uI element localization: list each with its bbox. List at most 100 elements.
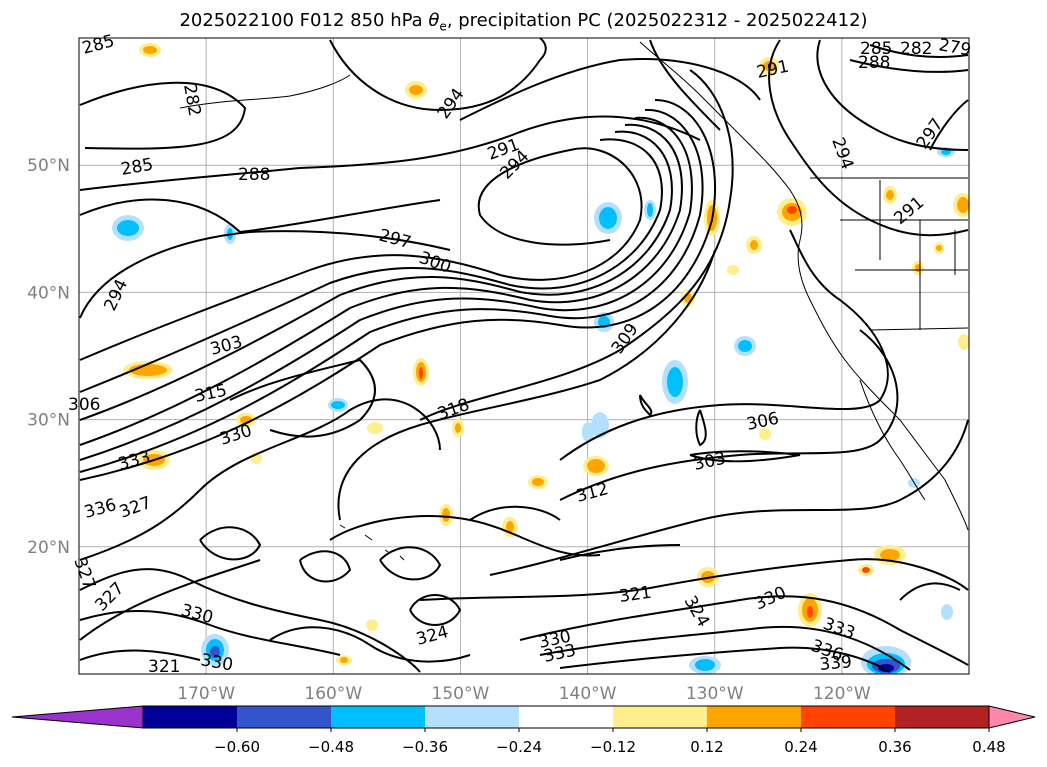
colorbar-bin	[237, 706, 332, 728]
contour-labels: 285 282 294 285 288 291 294 297 300 303 …	[68, 31, 973, 677]
contour-line	[79, 609, 341, 656]
colorbar: −0.60 −0.48 −0.36 −0.24 −0.12 0.12 0.24 0.36 0.4…	[11, 705, 1036, 756]
contour-line	[816, 39, 969, 151]
precip-blob	[746, 236, 762, 254]
contour-line	[469, 505, 561, 521]
contour-label: 321	[148, 657, 180, 677]
theta-e-contours	[79, 38, 969, 673]
colorbar-extend-low	[11, 705, 144, 729]
colorbar-bin	[707, 706, 802, 728]
contour-line	[79, 99, 717, 481]
contour-line	[79, 147, 643, 361]
colorbar-bin	[801, 706, 896, 728]
contour-line	[379, 546, 442, 581]
contour-line	[79, 398, 441, 561]
map-frame	[78, 37, 970, 675]
lon-tick-label: 150°W	[432, 684, 490, 704]
contour-line	[849, 59, 969, 73]
contour-line	[929, 99, 969, 151]
border-states	[840, 180, 968, 330]
theta-symbol: θ	[428, 10, 440, 31]
contour-line	[79, 559, 261, 641]
colorbar-bin	[519, 706, 614, 728]
precip-blob	[139, 43, 161, 57]
map-title: 2025022100 F012 850 hPa θe, precipitatio…	[179, 10, 868, 34]
colorbar-tick-label: 0.24	[784, 738, 817, 756]
contour-line	[229, 358, 376, 438]
precip-blob	[644, 200, 656, 220]
colorbar-bin	[331, 706, 426, 728]
contour-line	[459, 58, 761, 121]
precip-blob	[328, 398, 348, 412]
precip-blob	[336, 655, 352, 665]
contour-line	[79, 108, 704, 473]
precip-blob	[953, 193, 969, 217]
precip-blob	[591, 412, 609, 438]
precip-blob	[798, 593, 822, 627]
precip-blob	[941, 604, 953, 620]
contour-line	[639, 394, 653, 417]
contour-line	[299, 550, 352, 583]
lon-tick-label: 170°W	[177, 684, 235, 704]
colorbar-tick-label: −0.24	[496, 738, 542, 756]
contour-line	[419, 558, 969, 601]
coastline-na	[797, 239, 969, 531]
contour-line	[649, 39, 721, 131]
axis-labels: 20°N 30°N 40°N 50°N 170°W 160°W 150°W 140°W 130°…	[27, 156, 871, 704]
contour-line	[768, 39, 969, 237]
contour-line	[79, 115, 701, 191]
precip-blob	[236, 413, 256, 427]
precip-blob	[528, 475, 548, 489]
contour-line	[695, 409, 707, 447]
precip-blob	[594, 202, 622, 234]
precip-blob	[777, 198, 807, 226]
contour-line	[79, 116, 693, 461]
contour-line	[79, 81, 247, 150]
contour-line	[559, 544, 681, 561]
contour-line	[79, 123, 683, 446]
colorbar-bin	[895, 706, 990, 728]
precip-blob	[405, 81, 427, 99]
contour-line	[337, 249, 716, 521]
contour-line	[79, 138, 663, 393]
precip-blob	[958, 334, 969, 350]
precip-blob	[439, 504, 453, 526]
coastline-baja	[859, 379, 926, 501]
precip-blob	[201, 634, 229, 666]
coastline-alaska	[639, 41, 803, 241]
contour-line	[79, 230, 451, 319]
contour-line	[329, 38, 547, 112]
colorbar-tick-label: 0.48	[972, 738, 1005, 756]
precip-blob	[734, 336, 756, 356]
contour-label: 288	[238, 165, 270, 185]
contour-line	[409, 594, 462, 626]
coastlines	[179, 41, 969, 561]
coastline-alaska	[179, 74, 351, 109]
precip-blob	[583, 456, 609, 476]
contour-line	[559, 646, 891, 673]
colorbar-tick-label: −0.36	[402, 738, 448, 756]
colorbar-extend-high	[988, 705, 1036, 729]
precip-blob	[689, 656, 721, 674]
hawaii-islands	[339, 524, 405, 561]
contour-label: 306	[68, 395, 100, 415]
precip-blob	[934, 242, 944, 254]
contour-label: 321	[618, 583, 653, 607]
contour-line	[79, 649, 201, 661]
colorbar-frame	[142, 705, 990, 729]
colorbar-bin	[613, 706, 708, 728]
contour-line	[269, 626, 471, 663]
contour-label: 282	[900, 39, 932, 59]
colorbar-bin	[425, 706, 520, 728]
precip-blob	[759, 428, 771, 440]
contour-label: 285	[860, 39, 892, 59]
precip-blob	[112, 215, 144, 241]
contour-line	[869, 44, 969, 58]
lon-tick-label: 130°W	[686, 684, 744, 704]
lon-tick-label: 160°W	[304, 684, 362, 704]
precip-blob	[367, 422, 383, 434]
contour-line	[199, 526, 262, 561]
contour-line	[329, 515, 601, 557]
lon-tick-label: 140°W	[559, 684, 617, 704]
